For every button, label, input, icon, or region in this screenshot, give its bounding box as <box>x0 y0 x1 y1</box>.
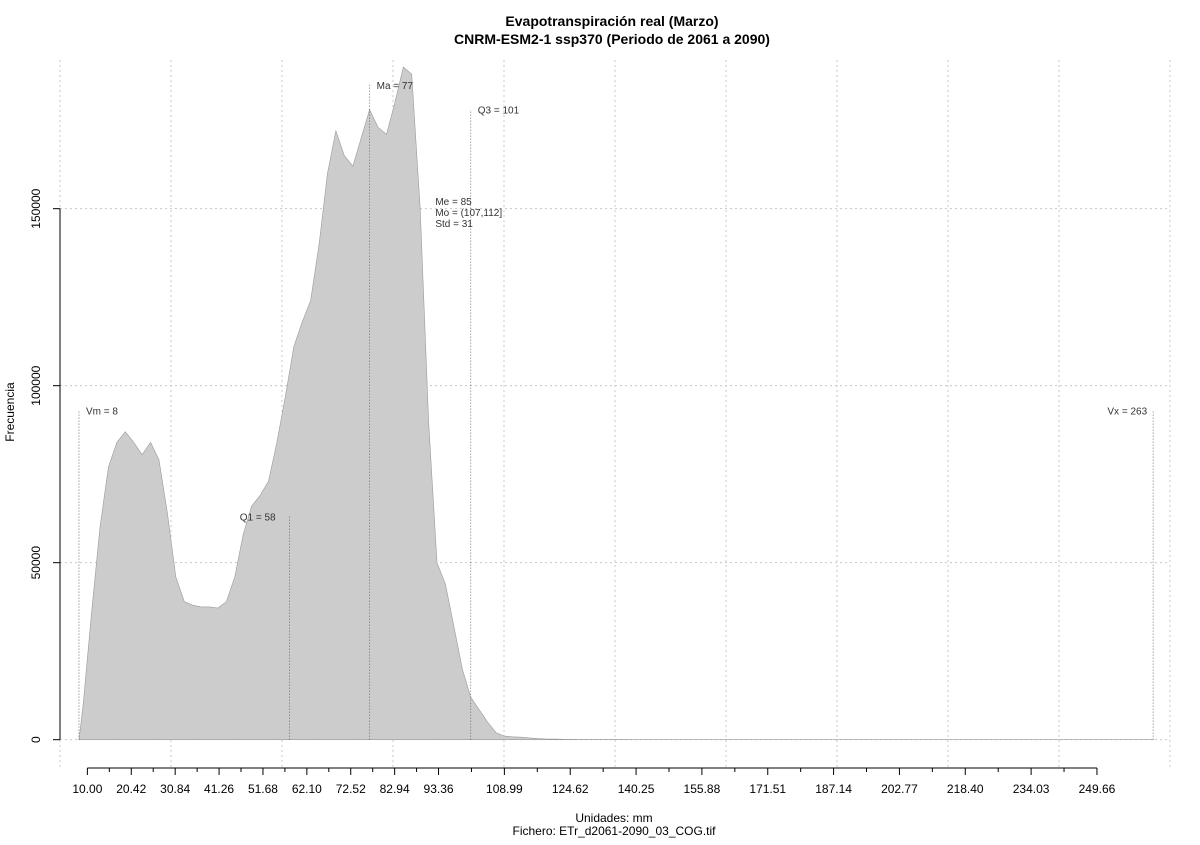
x-tick-label: 187.14 <box>815 782 852 796</box>
x-tick-label: 51.68 <box>248 782 278 796</box>
y-tick-label: 100000 <box>29 365 43 405</box>
annotation-label: Vm = 8 <box>86 406 118 417</box>
y-tick-label: 150000 <box>29 188 43 228</box>
density-area <box>78 66 1154 741</box>
annotation-label: Ma = 77 <box>377 81 414 92</box>
x-tick-label: 171.51 <box>749 782 786 796</box>
x-tick-label: 202.77 <box>881 782 918 796</box>
x-tick-label: 155.88 <box>684 782 721 796</box>
x-tick-label: 249.66 <box>1079 782 1116 796</box>
x-tick-label: 30.84 <box>160 782 190 796</box>
annotation-label: Q1 = 58 <box>240 513 276 524</box>
annotation-label: Q3 = 101 <box>478 106 520 117</box>
annotation-label: Vx = 263 <box>1107 406 1147 417</box>
x-tick-label: 72.52 <box>336 782 366 796</box>
x-tick-label: 41.26 <box>204 782 234 796</box>
chart-title: Evapotranspiración real (Marzo) <box>505 13 718 29</box>
x-tick-label: 82.94 <box>380 782 410 796</box>
x-axis-label: Unidades: mm <box>575 811 652 825</box>
file-caption: Fichero: ETr_d2061-2090_03_COG.tif <box>513 824 717 838</box>
stat-label: Me = 85 <box>435 197 472 208</box>
density-series <box>78 66 1154 741</box>
y-axis: 0 50000 100000 150000 <box>29 188 61 743</box>
annotation-lines <box>78 84 1154 740</box>
x-tick-label: 218.40 <box>947 782 984 796</box>
stat-label: Mo = (107,112] <box>435 208 502 219</box>
x-tick-label: 108.99 <box>486 782 523 796</box>
x-tick-label: 62.10 <box>292 782 322 796</box>
x-tick-label: 20.42 <box>116 782 146 796</box>
x-tick-label: 93.36 <box>424 782 454 796</box>
x-tick-label: 10.00 <box>72 782 102 796</box>
y-tick-label: 50000 <box>29 546 43 580</box>
y-tick-label: 0 <box>29 736 43 743</box>
x-axis: 10.00 20.42 30.84 41.26 51.68 62.10 72.52 82.94… <box>72 767 1116 796</box>
annotation-labels: Vm = 8 Q1 = 58 Ma = 77 Q3 = 101 Vx = 263 Me =… <box>86 81 1148 524</box>
x-tick-label: 234.03 <box>1013 782 1050 796</box>
x-tick-label: 124.62 <box>552 782 589 796</box>
chart-subtitle: CNRM-ESM2-1 ssp370 (Periodo de 2061 a 20… <box>454 31 770 47</box>
x-tick-label: 140.25 <box>618 782 655 796</box>
stat-label: Std = 31 <box>435 219 473 230</box>
y-axis-label: Frecuencia <box>3 382 17 442</box>
